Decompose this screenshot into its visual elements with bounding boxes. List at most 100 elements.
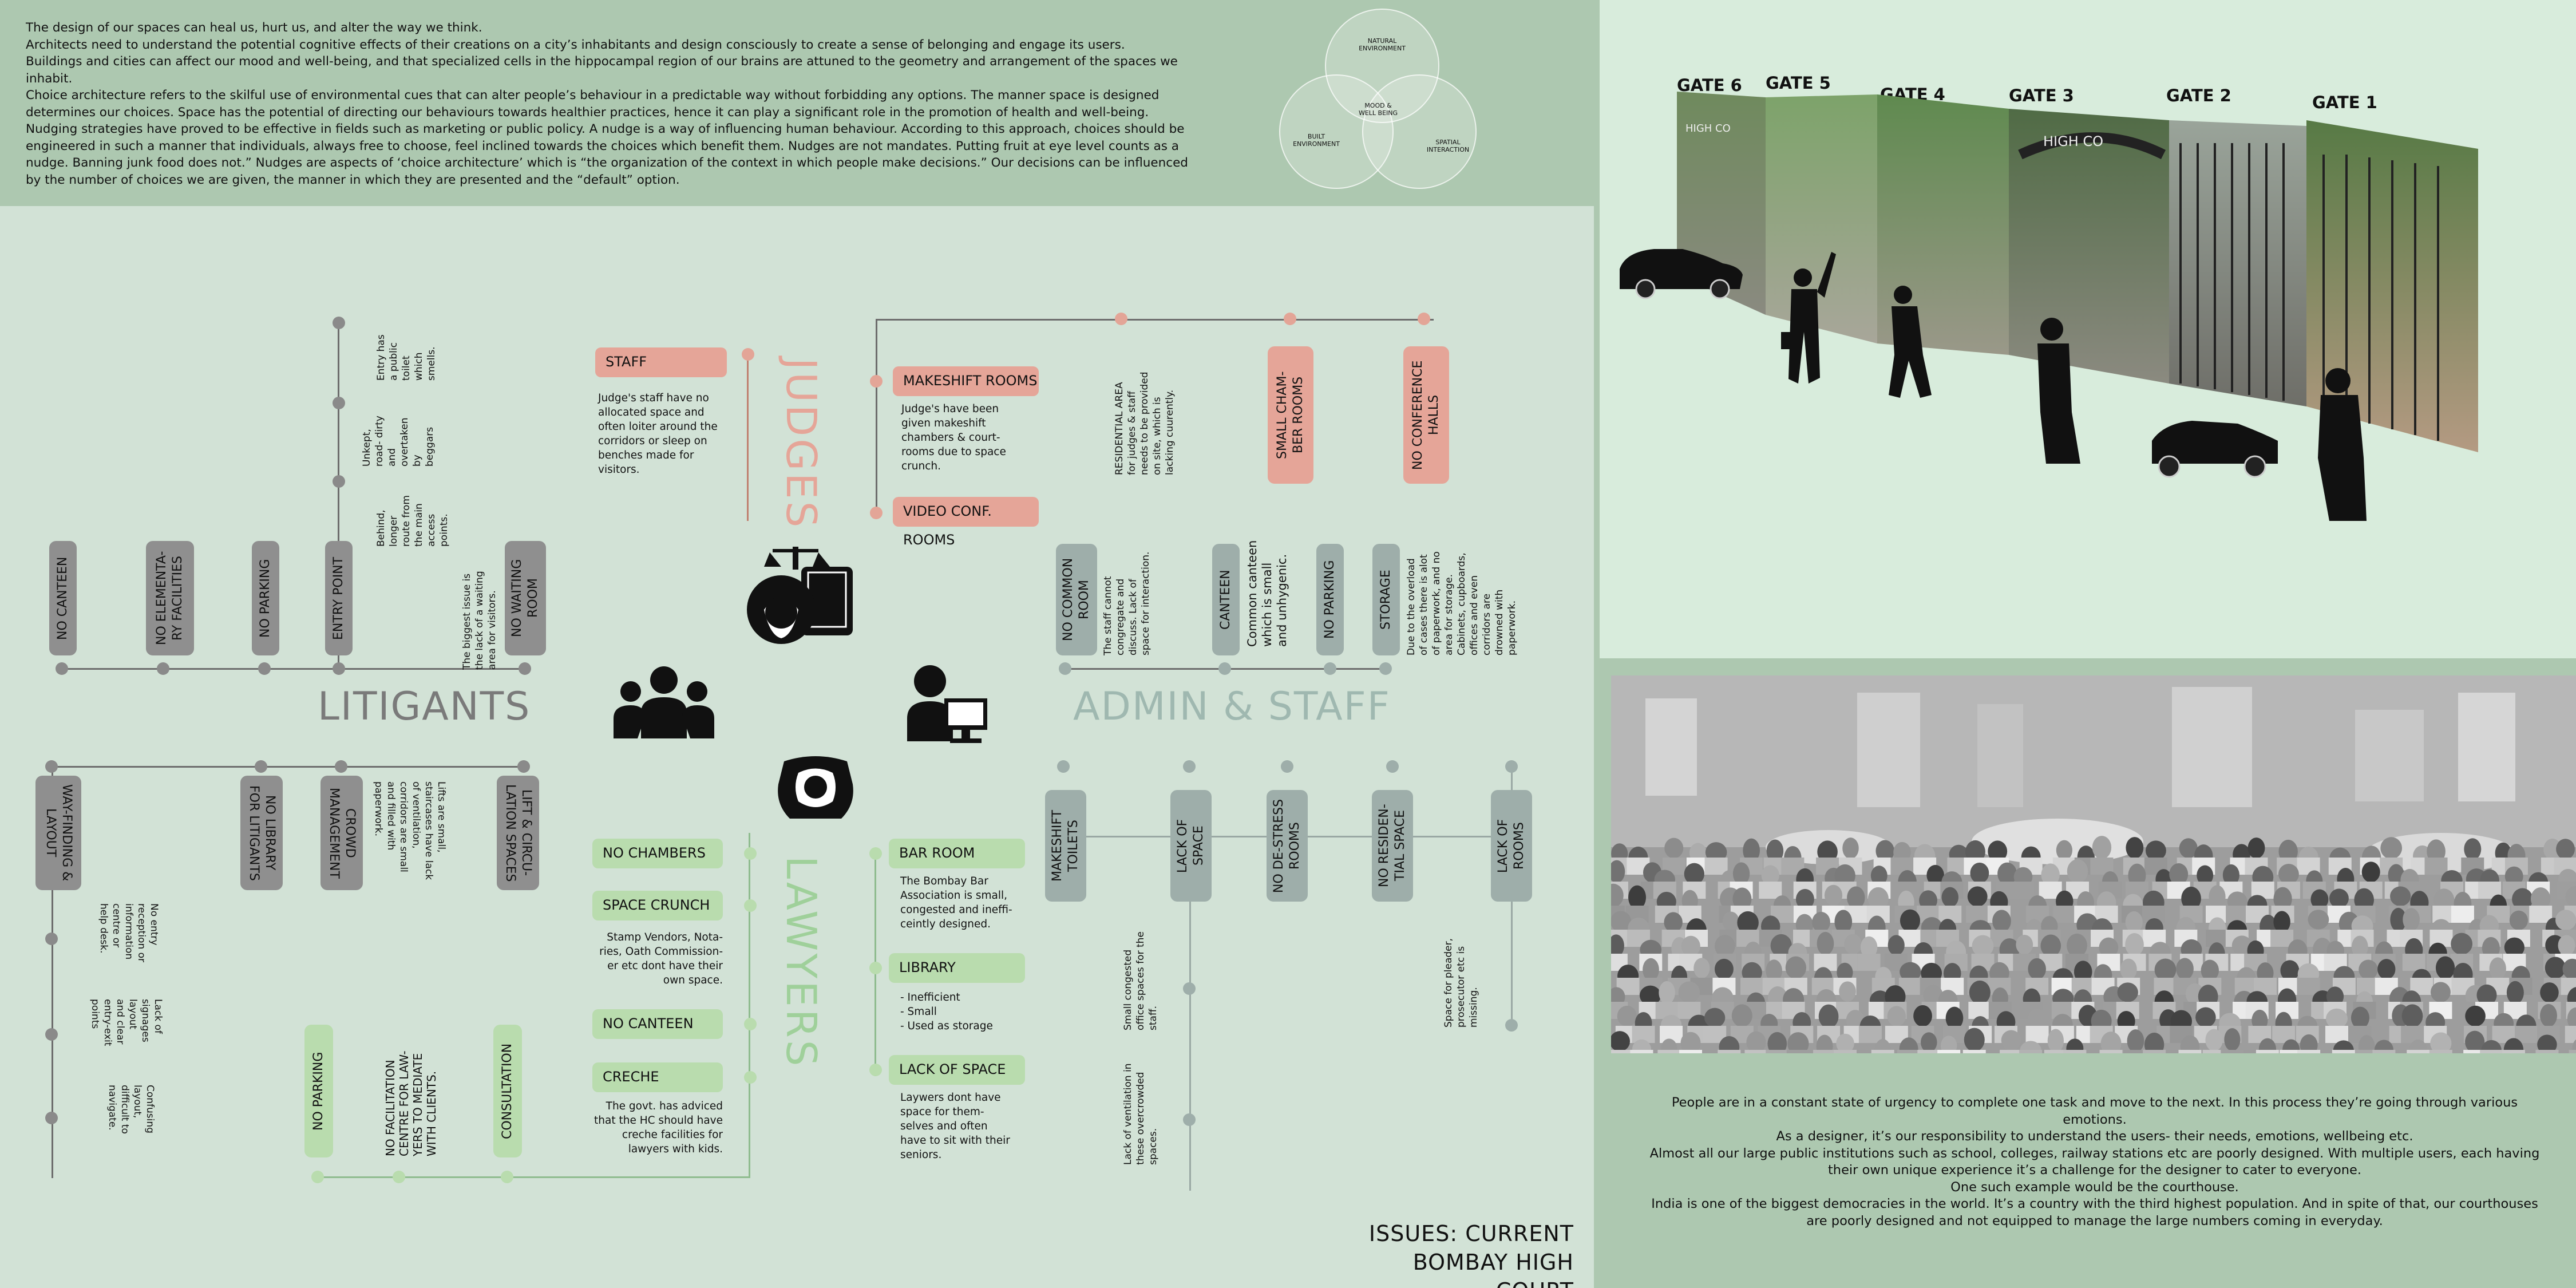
- desc-space-crunch: Stamp Vendors, Nota- ries, Oath Commissi…: [599, 931, 723, 986]
- gate-photo-collage: HIGH CO HIGH CO: [1620, 92, 2478, 521]
- node-dot: [1505, 760, 1518, 773]
- issue-no-facilitation-centre: NO FACILITATION CENTRE FOR LAW- YERS TO …: [383, 1050, 438, 1156]
- node-dot: [45, 760, 58, 773]
- lawyer-icon: [778, 756, 853, 819]
- desc-staff: Judge's staff have no allocated space an…: [598, 392, 718, 476]
- note-storage: Due to the overload of cases there is al…: [1406, 551, 1518, 655]
- issue-makeshift-toilets: MAKESHIFT TOILETS: [1045, 790, 1086, 902]
- outro-paragraph: One such example would be the courthouse…: [1950, 1179, 2239, 1195]
- note-signages: Lack of signages layout and clear entry-…: [89, 999, 164, 1046]
- node-dot: [519, 662, 531, 675]
- gate-sign-text: HIGH CO: [1685, 123, 1731, 135]
- note-public-toilet: Entry has a public toilet which smells.: [375, 334, 437, 381]
- label-bar-room: BAR ROOM: [889, 839, 1025, 868]
- node-dot: [1183, 1113, 1196, 1126]
- label-library: LIBRARY: [889, 953, 1025, 983]
- node-dot: [1505, 1019, 1518, 1032]
- venn-label-right: SPATIAL INTERACTION: [1426, 139, 1470, 153]
- connector-line: [876, 319, 1434, 321]
- node-dot: [56, 662, 68, 675]
- outro-paragraph: India is one of the biggest democracies …: [1651, 1196, 2538, 1228]
- desc-lack-of-space: Laywers dont have space for them- selves…: [900, 1092, 1010, 1161]
- node-dot: [869, 1064, 882, 1076]
- connector-line: [52, 766, 53, 1178]
- node-dot: [744, 1071, 757, 1084]
- issue-consultation: CONSULTATION: [493, 1025, 522, 1157]
- connector-line: [747, 355, 749, 521]
- label-staff: STAFF: [595, 347, 727, 377]
- node-dot: [45, 1028, 58, 1041]
- judge-icon: [747, 547, 853, 644]
- node-dot: [1284, 313, 1296, 325]
- note-residential-area: RESIDENTIAL AREA for judges & staff need…: [1114, 372, 1176, 475]
- note-reception: No entry reception or information centre…: [98, 903, 160, 963]
- issue-no-library-litigants: NO LIBRARY FOR LITIGANTS: [240, 776, 283, 890]
- label-space-crunch: SPACE CRUNCH: [592, 891, 723, 920]
- node-dot: [1057, 760, 1070, 773]
- node-dot: [1281, 760, 1293, 773]
- node-dot: [870, 375, 883, 388]
- node-dot: [869, 962, 882, 974]
- issue-lawyer-no-parking: NO PARKING: [304, 1025, 333, 1157]
- note-congested-offices: Small congested office spaces for the st…: [1122, 931, 1159, 1030]
- label-lack-of-space: LACK OF SPACE: [889, 1055, 1025, 1085]
- node-dot: [45, 1112, 58, 1124]
- node-dot: [393, 1171, 405, 1183]
- outro-paragraph: As a designer, it’s our responsibility t…: [1776, 1129, 2413, 1144]
- crowd-heads: [1611, 836, 2576, 1053]
- intro-paragraph: Buildings and cities can affect our mood…: [26, 54, 1178, 86]
- issue-lack-of-space: LACK OF SPACE: [1170, 790, 1212, 902]
- issue-no-waiting-room: NO WAITING ROOM: [505, 541, 546, 655]
- issue-crowd-management: CROWD MANAGEMENT: [320, 776, 363, 890]
- label-lawyer-no-canteen: NO CANTEEN: [592, 1009, 723, 1039]
- node-dot: [1115, 313, 1127, 325]
- connector-line: [749, 833, 750, 1178]
- issue-lack-of-rooms: LACK OF ROOMS: [1491, 790, 1532, 902]
- node-dot: [333, 317, 345, 329]
- label-gate-1: GATE 1: [2312, 93, 2377, 112]
- label-gate-5: GATE 5: [1766, 73, 1831, 93]
- note-behind-route: Behind, longer route from the main acces…: [375, 495, 450, 547]
- node-dot: [335, 760, 347, 773]
- node-dot: [333, 475, 345, 488]
- connector-line: [52, 766, 527, 768]
- node-dot: [258, 662, 271, 675]
- node-dot: [1218, 662, 1231, 675]
- node-dot: [333, 662, 345, 675]
- venn-circle-right: [1362, 74, 1477, 189]
- connector-line: [62, 668, 528, 670]
- node-dot: [870, 507, 883, 519]
- issue-no-canteen: NO CANTEEN: [49, 541, 77, 655]
- node-dot: [1324, 662, 1336, 675]
- outro-paragraph: People are in a constant state of urgenc…: [1671, 1095, 2518, 1127]
- venn-diagram: NATURAL ENVIRONMENT BUILT ENVIRONMENT SP…: [1276, 6, 1482, 200]
- desc-creche: The govt. has adviced that the HC should…: [594, 1100, 723, 1155]
- node-dot: [744, 1018, 757, 1030]
- node-dot: [1059, 662, 1071, 675]
- issue-canteen: CANTEEN: [1212, 544, 1240, 655]
- note-canteen: Common canteen which is small and unhyge…: [1245, 540, 1289, 647]
- label-gate-3: GATE 3: [2009, 86, 2074, 105]
- admin-staff-icon: [907, 665, 987, 743]
- node-dot: [1386, 760, 1399, 773]
- page-title: ISSUES: CURRENT BOMBAY HIGH COURT: [1368, 1221, 1574, 1288]
- litigants-group-icon: [614, 666, 714, 738]
- node-dot: [1183, 982, 1196, 995]
- label-video-conf-rooms: VIDEO CONF. ROOMS: [893, 497, 1039, 548]
- venn-label-center: MOOD & WELL BEING: [1358, 102, 1398, 117]
- desc-library: - Inefficient - Small - Used as storage: [900, 991, 993, 1032]
- connector-line: [338, 323, 339, 667]
- node-dot: [744, 847, 757, 860]
- desc-bar-room: The Bombay Bar Association is small, con…: [900, 875, 1012, 930]
- label-creche: CRECHE: [592, 1062, 723, 1092]
- group-title-lawyers: LAWYERS: [777, 856, 825, 1069]
- connector-line: [876, 319, 877, 513]
- intro-paragraph: The design of our spaces can heal us, hu…: [26, 21, 482, 35]
- issue-no-destress-rooms: NO DE-STRESS ROOMS: [1267, 790, 1308, 902]
- issue-small-chamber-rooms: SMALL CHAM- BER ROOMS: [1268, 346, 1313, 484]
- node-dot: [501, 1171, 513, 1183]
- group-title-admin-staff: ADMIN & STAFF: [1073, 684, 1391, 729]
- outro-paragraph: Almost all our large public institutions…: [1649, 1145, 2540, 1178]
- group-title-judges: JUDGES: [777, 358, 825, 530]
- issue-no-conference-halls: NO CONFERENCE HALLS: [1403, 346, 1449, 484]
